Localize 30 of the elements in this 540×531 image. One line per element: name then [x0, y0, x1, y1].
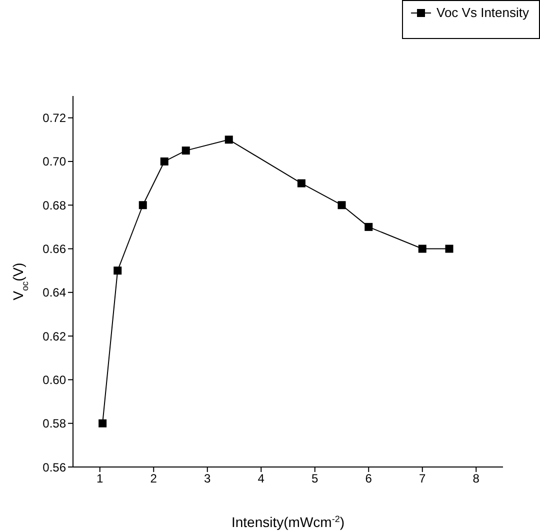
- x-tick-label: 2: [150, 472, 158, 486]
- point: [98, 419, 107, 428]
- y-tick-label: 0.68: [42, 198, 66, 212]
- x-tick-label: 8: [472, 472, 480, 486]
- point: [138, 201, 147, 210]
- y-tick-label: 0.60: [42, 372, 66, 387]
- point: [445, 244, 454, 253]
- x-axis-title: Intensity(mWcm$^{-2}$): [231, 514, 345, 530]
- y-tick-label: 0.62: [42, 329, 66, 344]
- point: [418, 244, 426, 253]
- point: [297, 179, 306, 188]
- y-tick-label: 0.70: [42, 154, 66, 169]
- x-tick-label: 6: [365, 472, 372, 486]
- point: [160, 157, 168, 166]
- x-tick-label: 4: [258, 472, 265, 486]
- y-tick-label: 0.56: [42, 460, 66, 474]
- y-tick-label: 0.58: [42, 416, 66, 431]
- legend-label: Voc Vs Intensity: [436, 5, 529, 20]
- point: [224, 136, 233, 144]
- y-tick-label: 0.64: [42, 286, 66, 300]
- point: [338, 201, 346, 210]
- point: [182, 146, 190, 155]
- point: [364, 222, 373, 231]
- y-tick-label: 0.66: [42, 242, 66, 256]
- x-tick-label: 3: [204, 472, 212, 486]
- x-tick-label: 5: [312, 472, 319, 486]
- point: [114, 266, 122, 275]
- x-tick-label: 7: [419, 472, 426, 486]
- x-tick-label: 1: [96, 472, 104, 486]
- y-tick-label: 0.72: [42, 111, 66, 126]
